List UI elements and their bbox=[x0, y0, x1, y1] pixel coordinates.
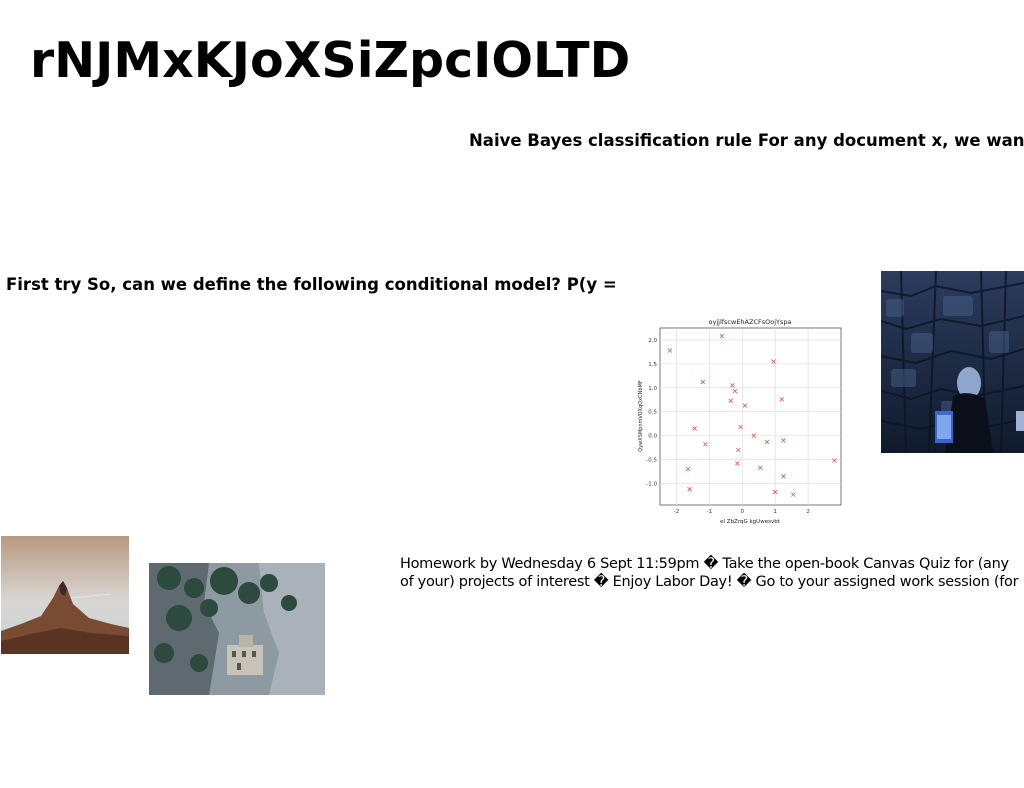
scatter-point bbox=[735, 461, 740, 466]
scatter-chart: -2 -1 0 1 2 -1.0 -0.5 0.0 0.5 1.0 1.5 2.0 oyjjlfscw… bbox=[630, 312, 850, 530]
y-tick-label: 1.0 bbox=[648, 386, 657, 392]
scatter-point bbox=[758, 465, 763, 470]
scatter-point bbox=[764, 439, 770, 445]
point-layer bbox=[667, 333, 837, 497]
y-tick-label: 0.0 bbox=[648, 434, 657, 440]
scatter-chart-svg: -2 -1 0 1 2 -1.0 -0.5 0.0 0.5 1.0 1.5 2.0 oyjjlfscw… bbox=[638, 318, 842, 525]
plot-area bbox=[659, 327, 842, 506]
scatter-point bbox=[730, 383, 735, 388]
scatter-point bbox=[687, 486, 692, 492]
scatter-point bbox=[732, 388, 738, 394]
x-tick-label: 1 bbox=[773, 509, 777, 515]
subheading: Naive Bayes classification rule For any … bbox=[469, 131, 1024, 150]
scatter-point bbox=[781, 438, 786, 443]
scatter-point bbox=[781, 474, 786, 479]
cliff-monastery-photo bbox=[149, 563, 325, 695]
homework-line-1: Homework by Wednesday 6 Sept 11:59pm � T… bbox=[400, 556, 1009, 572]
y-tick-label: 1.5 bbox=[648, 362, 657, 368]
scatter-point bbox=[703, 441, 708, 447]
y-tick-label: -0.5 bbox=[646, 458, 657, 464]
chart-title: oyjjlfscwEhAZCFsOojYspa bbox=[709, 318, 792, 326]
scatter-point bbox=[779, 396, 785, 402]
grid-layer bbox=[660, 328, 841, 505]
scatter-point bbox=[719, 333, 725, 339]
scatter-point bbox=[667, 348, 673, 353]
scatter-point bbox=[751, 433, 757, 438]
y-tick-label: 2.0 bbox=[648, 338, 657, 344]
paragraph-first-try: First try So, can we define the followin… bbox=[6, 275, 617, 294]
x-tick-label: 2 bbox=[806, 509, 810, 515]
scatter-point bbox=[685, 466, 691, 472]
chart-ylabel: QywXSMpnmVDXqQxCNbMF bbox=[638, 380, 644, 452]
y-tick-label: 0.5 bbox=[648, 410, 657, 416]
scatter-point bbox=[700, 379, 706, 385]
scatter-point bbox=[736, 447, 741, 453]
scatter-point bbox=[771, 359, 776, 364]
homework-line-2: of your) projects of interest � Enjoy La… bbox=[400, 574, 1019, 590]
slide-title: rNJMxKJoXSiZpcIOLTD bbox=[30, 32, 631, 89]
homework-paragraph: Homework by Wednesday 6 Sept 11:59pm � T… bbox=[400, 555, 1024, 591]
chart-xlabel: el ZbZrqG kgUwesvbt bbox=[720, 519, 781, 525]
x-tick-label: 0 bbox=[741, 509, 745, 515]
x-tick-label: -2 bbox=[674, 509, 679, 515]
tick-layer: -2 -1 0 1 2 -1.0 -0.5 0.0 0.5 1.0 1.5 2.0 bbox=[646, 338, 810, 515]
y-tick-label: -1.0 bbox=[646, 481, 657, 487]
scatter-point bbox=[738, 424, 743, 430]
scatter-point bbox=[692, 426, 697, 431]
scatter-point bbox=[728, 398, 734, 403]
night-stone-wall-woman-photo bbox=[881, 271, 1024, 453]
scatter-point bbox=[832, 458, 837, 463]
scatter-point bbox=[790, 492, 796, 497]
x-tick-label: -1 bbox=[707, 509, 712, 515]
scatter-point bbox=[772, 489, 778, 495]
scatter-point bbox=[742, 403, 748, 408]
mountain-peak-sunset-photo bbox=[1, 536, 129, 654]
